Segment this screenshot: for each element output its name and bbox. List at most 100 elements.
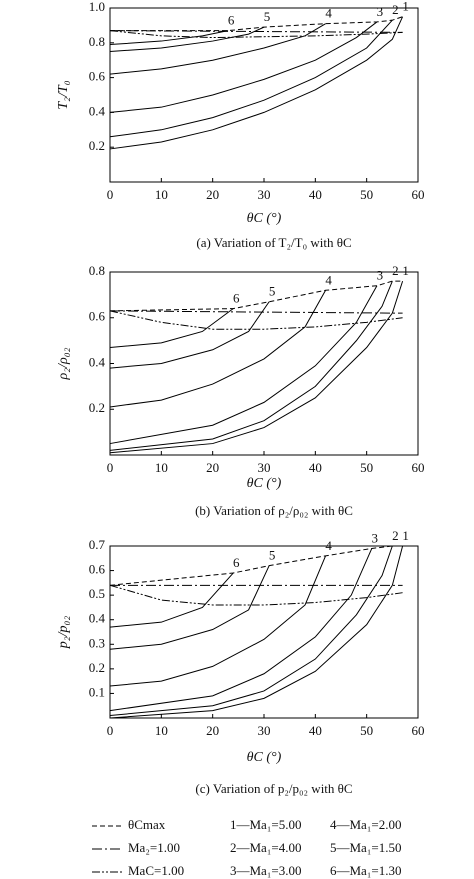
x-axis-title: θC (°) (247, 211, 282, 226)
curve-label: 2 (392, 2, 399, 17)
legend-label: 4—Ma₁=2.00 (330, 817, 401, 832)
curve (109, 584, 403, 606)
curve (109, 310, 403, 330)
y-tick-label: 0.8 (89, 34, 105, 49)
legend-label: 6—Ma₁=1.30 (330, 863, 401, 878)
curve (109, 545, 404, 719)
x-tick-label: 10 (155, 187, 168, 202)
curve-label: 4 (325, 538, 332, 553)
x-tick-label: 40 (309, 187, 322, 202)
x-axis-title: θC (°) (247, 476, 282, 491)
curve-label: 4 (325, 6, 332, 21)
curve (109, 308, 234, 348)
curve-label: 1 (402, 0, 409, 14)
legend-label: θCmax (128, 817, 166, 832)
curve-label: 4 (325, 272, 332, 287)
curve (109, 545, 393, 717)
curve-label: 3 (377, 4, 384, 19)
curve (109, 545, 403, 586)
curve (109, 565, 270, 650)
y-tick-label: 0.4 (89, 103, 106, 118)
curve (109, 26, 265, 52)
y-axis-title: T₂/T₀ (56, 80, 71, 109)
x-tick-label: 0 (107, 460, 114, 475)
y-axis-title: ρ₂/ρ₀₂ (56, 347, 71, 380)
y-tick-label: 0.1 (89, 684, 105, 699)
curve-label: 6 (233, 555, 240, 570)
curve (109, 23, 326, 75)
curve (109, 280, 404, 454)
curve (109, 30, 229, 46)
y-tick-label: 0.4 (89, 611, 106, 626)
curve-label: 5 (269, 548, 276, 563)
x-tick-label: 0 (107, 187, 114, 202)
y-tick-label: 0.6 (89, 69, 106, 84)
x-tick-label: 0 (107, 723, 114, 738)
x-tick-label: 20 (206, 187, 219, 202)
x-tick-label: 50 (360, 723, 373, 738)
curve-label: 5 (264, 9, 271, 24)
x-tick-label: 60 (412, 460, 425, 475)
curve-label: 1 (402, 263, 409, 278)
curve (109, 285, 378, 445)
x-tick-label: 60 (412, 723, 425, 738)
y-tick-label: 1.0 (89, 0, 105, 14)
y-tick-label: 0.6 (89, 309, 106, 324)
legend-label: 5—Ma₁=1.50 (330, 840, 401, 855)
legend-label: MaC=1.00 (128, 863, 184, 878)
y-tick-label: 0.3 (89, 635, 105, 650)
curve (109, 572, 234, 628)
curve (109, 310, 403, 314)
x-tick-label: 40 (309, 723, 322, 738)
caption: (a) Variation of T₂/T₀ with θC (196, 235, 351, 250)
curve-label: 2 (392, 263, 399, 278)
curve (109, 301, 270, 369)
x-tick-label: 30 (258, 460, 271, 475)
y-tick-label: 0.6 (89, 562, 106, 577)
y-tick-label: 0.8 (89, 263, 105, 278)
curve (109, 280, 393, 451)
curve (109, 21, 378, 113)
legend-label: 2—Ma₁=4.00 (230, 840, 301, 855)
x-tick-label: 30 (258, 187, 271, 202)
curve-label: 3 (372, 530, 379, 545)
caption: (c) Variation of p₂/p₀₂ with θC (195, 781, 352, 796)
curve (109, 16, 404, 150)
curve-label: 5 (269, 284, 276, 299)
curve (109, 548, 373, 712)
x-tick-label: 50 (360, 187, 373, 202)
y-axis-title: p₂/p₀₂ (56, 616, 71, 650)
curve (109, 30, 403, 33)
curve (110, 16, 403, 32)
legend-label: 3—Ma₁=3.00 (230, 863, 301, 878)
y-tick-label: 0.2 (89, 138, 105, 153)
x-tick-label: 20 (206, 723, 219, 738)
y-tick-label: 0.5 (89, 586, 105, 601)
legend-label: 1—Ma₁=5.00 (230, 817, 301, 832)
x-tick-label: 30 (258, 723, 271, 738)
legend-label: Ma₂=1.00 (128, 840, 180, 855)
curve (109, 280, 403, 312)
x-tick-label: 40 (309, 460, 322, 475)
curve-label: 6 (233, 291, 240, 306)
caption: (b) Variation of ρ₂/ρ₀₂ with θC (195, 503, 353, 518)
curve (109, 290, 327, 408)
curve-label: 1 (402, 528, 409, 543)
x-axis-title: θC (°) (247, 750, 282, 765)
x-tick-label: 10 (155, 460, 168, 475)
x-tick-label: 10 (155, 723, 168, 738)
y-tick-label: 0.2 (89, 400, 105, 415)
curve-label: 3 (377, 268, 384, 283)
x-tick-label: 50 (360, 460, 373, 475)
y-tick-label: 0.7 (89, 537, 106, 552)
plot-frame (109, 545, 419, 719)
x-tick-label: 20 (206, 460, 219, 475)
curve-label: 2 (392, 528, 399, 543)
curve (109, 19, 393, 138)
y-tick-label: 0.2 (89, 660, 105, 675)
curve (109, 30, 403, 39)
y-tick-label: 0.4 (89, 354, 106, 369)
curve (109, 555, 327, 687)
x-tick-label: 60 (412, 187, 425, 202)
